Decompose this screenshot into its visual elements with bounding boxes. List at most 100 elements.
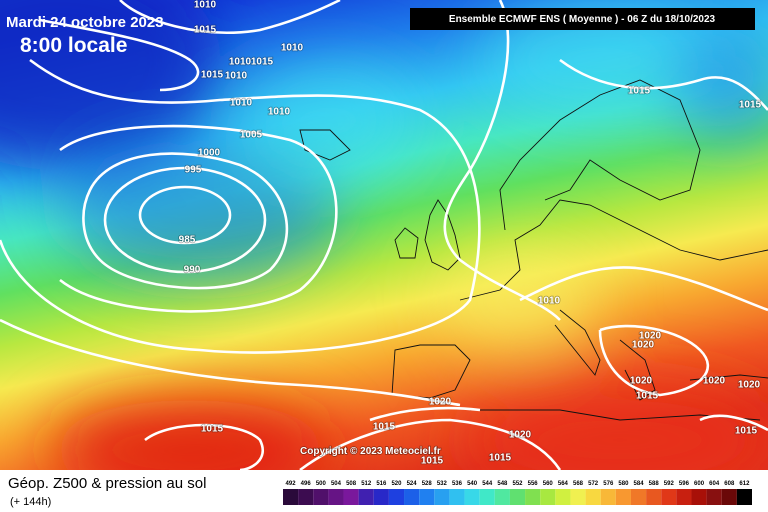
run-info: Ensemble ECMWF ENS ( Moyenne ) - 06 Z du…	[449, 14, 716, 25]
isobar-label: 1015	[421, 456, 444, 467]
isobar-label: 1015	[636, 391, 659, 402]
scale-swatch	[676, 489, 692, 505]
isobar-label: 1010	[268, 107, 291, 118]
scale-swatch	[298, 489, 314, 505]
isobar-label: 1015	[251, 57, 274, 68]
scale-swatch	[328, 489, 344, 505]
isobar-label: 1020	[639, 331, 662, 342]
scale-label: 528	[422, 481, 433, 487]
scale-swatch	[373, 489, 389, 505]
scale-label: 536	[452, 481, 463, 487]
scale-swatch	[283, 489, 299, 505]
scale-label: 500	[316, 481, 327, 487]
scale-swatch	[555, 489, 571, 505]
isobar-label: 1010	[230, 98, 253, 109]
scale-swatch	[736, 489, 752, 505]
isobar-label: 1020	[429, 397, 452, 408]
scale-label: 596	[679, 481, 690, 487]
field-name: Géop. Z500 & pression au sol	[8, 475, 206, 492]
isobar-label: 1005	[240, 130, 263, 141]
scale-label: 540	[467, 481, 478, 487]
header-box	[410, 8, 755, 30]
scale-label: 588	[649, 481, 660, 487]
scale-swatch	[570, 489, 586, 505]
scale-swatch	[525, 489, 541, 505]
scale-label: 548	[497, 481, 508, 487]
scale-swatch	[646, 489, 662, 505]
scale-swatch	[630, 489, 647, 505]
scale-swatch	[494, 489, 510, 505]
scale-label: 516	[376, 481, 387, 487]
isobar-label: 1015	[628, 86, 651, 97]
local-time: 8:00 locale	[20, 34, 127, 57]
scale-swatch	[388, 489, 405, 505]
scale-label: 496	[301, 481, 312, 487]
color-scale: 492 496 500 504 508 512 516 520 524 528 532 536 540 5…	[283, 481, 752, 505]
scale-label: 544	[482, 481, 493, 487]
isobars	[0, 0, 768, 470]
scale-label: 508	[346, 481, 357, 487]
scale-swatch	[706, 489, 722, 505]
isobar-label: 1015	[735, 426, 758, 437]
scale-label: 600	[694, 481, 705, 487]
isobar-label: 990	[184, 265, 201, 276]
scale-label: 556	[528, 481, 539, 487]
scale-label: 492	[286, 481, 297, 487]
scale-swatch	[358, 489, 374, 505]
scale-swatch	[600, 489, 616, 505]
scale-label: 604	[709, 481, 720, 487]
scale-swatch	[404, 489, 420, 505]
valid-date: Mardi 24 octobre 2023	[6, 14, 164, 31]
isobar-label: 1020	[738, 380, 761, 391]
scale-swatch	[313, 489, 329, 505]
scale-label: 524	[407, 481, 418, 487]
scale-label: 532	[437, 481, 448, 487]
scale-swatch	[343, 489, 359, 505]
isobar-label: 1015	[201, 424, 224, 435]
isobar-label: 1010	[538, 296, 561, 307]
scale-swatch	[661, 489, 677, 505]
isobar-label: 1020	[509, 430, 532, 441]
isobar-label: 1000	[198, 148, 221, 159]
isobar-label: 1015	[739, 100, 762, 111]
scale-swatch	[464, 489, 480, 505]
scale-label: 504	[331, 481, 342, 487]
isobar-label: 1015	[194, 25, 217, 36]
scale-swatch	[691, 489, 707, 505]
scale-label: 520	[391, 481, 402, 487]
isobar-label: 1010	[281, 43, 304, 54]
scale-swatch	[585, 489, 601, 505]
scale-swatch	[540, 489, 556, 505]
scale-label: 580	[618, 481, 629, 487]
scale-label: 608	[724, 481, 735, 487]
isobar-label: 1015	[489, 453, 512, 464]
scale-swatch	[479, 489, 495, 505]
scale-swatch	[419, 489, 435, 505]
scale-label: 592	[664, 481, 675, 487]
isobar-label: 1020	[630, 376, 653, 387]
isobar-label: 1010	[225, 71, 248, 82]
scale-label: 512	[361, 481, 372, 487]
lead-time: (+ 144h)	[10, 496, 51, 508]
scale-swatch	[449, 489, 465, 505]
scale-label: 560	[543, 481, 554, 487]
isobar-label: 1010	[194, 0, 217, 11]
isobar-label: 995	[185, 165, 202, 176]
scale-swatch	[721, 489, 737, 505]
isobar-label: 1020	[703, 376, 726, 387]
scale-label: 612	[739, 481, 750, 487]
scale-swatch	[509, 489, 526, 505]
isobar-label: 1010	[229, 57, 252, 68]
scale-label: 552	[512, 481, 523, 487]
scale-label: 576	[603, 481, 614, 487]
isobar-label: 1020	[632, 340, 655, 351]
scale-label: 564	[558, 481, 569, 487]
scale-swatch	[434, 489, 450, 505]
isobar-label: 1015	[373, 422, 396, 433]
scale-swatch	[615, 489, 631, 505]
scale-label: 572	[588, 481, 599, 487]
copyright: Copyright © 2023 Meteociel.fr	[300, 446, 441, 457]
